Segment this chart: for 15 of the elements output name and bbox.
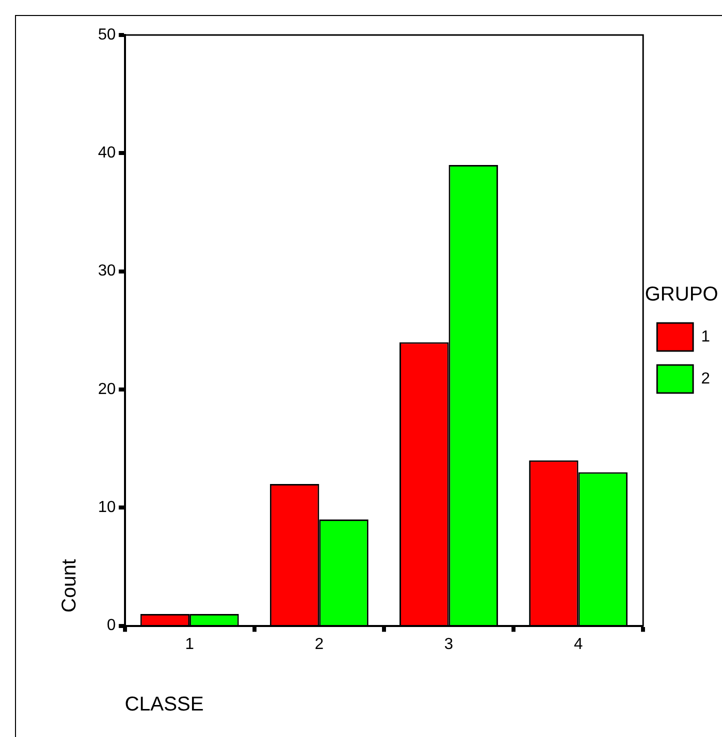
- y-axis-title: Count: [58, 558, 81, 612]
- x-tick-label: 4: [574, 636, 583, 653]
- legend-label: 2: [701, 370, 710, 388]
- y-tick-label: 30: [98, 262, 116, 280]
- y-tick-label: 0: [106, 617, 116, 634]
- x-tick-label: 1: [185, 636, 194, 653]
- y-tick-label: 10: [98, 499, 116, 516]
- legend-label: 1: [701, 328, 710, 346]
- x-tick-label: 3: [444, 636, 454, 653]
- y-tick-label: 20: [98, 380, 116, 398]
- x-axis-title: CLASSE: [124, 694, 204, 716]
- y-tick-label: 40: [98, 144, 116, 162]
- y-tick-label: 50: [98, 26, 116, 44]
- x-tick-label: 2: [314, 636, 324, 653]
- legend-title: GRUPO: [644, 284, 718, 306]
